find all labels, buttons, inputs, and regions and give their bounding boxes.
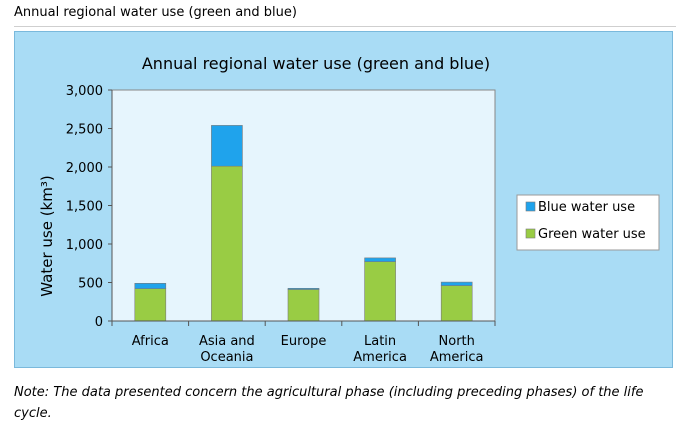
legend-label-green: Green water use [538, 227, 646, 242]
bar-green-africa [134, 288, 167, 322]
legend-label-blue: Blue water use [538, 200, 635, 215]
legend: Blue water use Green water use [516, 194, 660, 251]
tick-labels-group: 0 500 1,000 1,500 2,000 2,500 3,000 Africa Asia … [66, 84, 484, 365]
bar-green-asia-and-oceania [211, 165, 243, 322]
legend-swatch-blue [525, 201, 536, 212]
x-tick-label: America [430, 350, 484, 365]
axes-group [108, 89, 496, 326]
y-tick-label: 0 [95, 315, 103, 330]
y-tick-label: 1,000 [66, 238, 103, 253]
bar-green-north-america [440, 285, 473, 322]
x-tick-label: Africa [132, 334, 169, 349]
y-axis-label: Water use (km³) [38, 175, 56, 296]
plot-area [111, 89, 496, 322]
y-tick-label: 1,500 [66, 200, 103, 215]
bar-blue-africa [134, 283, 167, 290]
x-tick-label: Latin [364, 334, 396, 349]
y-tick-label: 3,000 [66, 84, 103, 99]
x-tick-label: North [439, 334, 475, 349]
chart-title: Annual regional water use (green and blu… [142, 54, 490, 73]
bar-blue-latin-america [364, 257, 396, 262]
bar-blue-north-america [440, 281, 473, 286]
y-tick-label: 500 [78, 277, 103, 292]
title-divider [14, 26, 676, 27]
bars-group [134, 125, 473, 322]
y-tick-label: 2,500 [66, 123, 103, 138]
water-use-chart: Annual regional water use (green and blu… [38, 54, 660, 365]
y-tick-label: 2,000 [66, 161, 103, 176]
bar-green-latin-america [364, 261, 396, 322]
bar-blue-europe [287, 287, 320, 290]
legend-box [516, 194, 660, 251]
page-title: Annual regional water use (green and blu… [14, 5, 297, 20]
legend-swatch-green [525, 228, 536, 239]
bar-green-europe [287, 289, 320, 322]
x-tick-label: America [353, 350, 407, 365]
x-tick-label: Asia and [199, 334, 255, 349]
footnote: Note: The data presented concern the agr… [14, 385, 644, 421]
x-tick-label: Oceania [200, 350, 253, 365]
bar-blue-asia-and-oceania [211, 125, 243, 167]
x-tick-label: Europe [281, 334, 327, 349]
